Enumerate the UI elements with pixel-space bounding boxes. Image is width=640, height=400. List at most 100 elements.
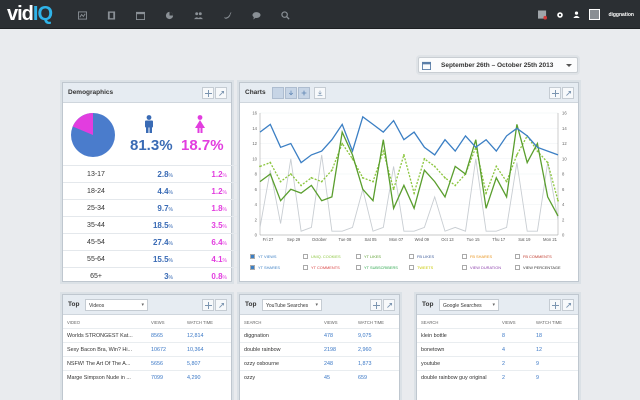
- column-header[interactable]: WATCH TIME: [358, 320, 384, 325]
- table-row[interactable]: double rainbow 2198 2,960: [240, 342, 399, 356]
- row-name[interactable]: Worlds STRONGEST Kat...: [67, 333, 133, 339]
- y-right-tick: 6: [562, 187, 565, 192]
- table-row[interactable]: bonetown 4 12: [417, 342, 578, 356]
- expand-icon[interactable]: [215, 87, 227, 99]
- row-name[interactable]: bonetown: [421, 347, 445, 353]
- y-right-tick: 8: [562, 172, 565, 177]
- legend-checkbox[interactable]: [303, 254, 308, 260]
- legend-checkbox[interactable]: [250, 254, 255, 260]
- move-icon[interactable]: [202, 87, 214, 99]
- table-row[interactable]: klein bottle 8 18: [417, 328, 578, 342]
- row-name[interactable]: ozzy osbourne: [244, 361, 280, 367]
- table-row[interactable]: NSFW! The Art Of The A... 5656 5,807: [63, 356, 231, 370]
- table-row[interactable]: Worlds STRONGEST Kat... 8565 12,814: [63, 328, 231, 342]
- users-icon[interactable]: [184, 8, 213, 22]
- legend-item[interactable]: FB COMMENTS: [515, 254, 552, 260]
- row-name[interactable]: double rainbow guy original: [421, 375, 487, 381]
- legend-item[interactable]: UNIQ. COOKIES: [303, 254, 341, 260]
- data-point: [392, 188, 395, 191]
- table-row[interactable]: diggnation 478 9,075: [240, 328, 399, 342]
- top-type-select[interactable]: Videos ▾: [85, 299, 148, 311]
- column-header[interactable]: WATCH TIME: [187, 320, 213, 325]
- legend-checkbox[interactable]: [409, 254, 414, 260]
- avatar[interactable]: [589, 9, 601, 20]
- twitter-icon[interactable]: [213, 8, 242, 22]
- expand-icon[interactable]: [383, 299, 395, 311]
- x-tick-label: October: [312, 237, 328, 242]
- expand-icon[interactable]: [562, 87, 574, 99]
- legend-item[interactable]: VIEW PERCENTAGE: [515, 265, 561, 271]
- row-watch-time: 9: [536, 361, 539, 367]
- profile-icon[interactable]: [572, 10, 581, 19]
- line-chart: 0 0 2 2 4 4 6 6 8 8 10 10 12 12 14 14 16 16 Fri 27 Sep 29 Oc…: [252, 111, 567, 243]
- legend-checkbox[interactable]: [409, 265, 414, 271]
- legend-checkbox[interactable]: [462, 265, 467, 271]
- vidiq-logo[interactable]: vidIQ: [7, 3, 53, 25]
- y-right-tick: 16: [562, 111, 567, 116]
- legend-checkbox[interactable]: [303, 265, 308, 271]
- legend-item[interactable]: FB LIKES: [409, 254, 434, 260]
- column-header[interactable]: VIDEO: [67, 320, 81, 325]
- legend-checkbox[interactable]: [515, 265, 520, 271]
- date-range-picker[interactable]: September 26th – October 25th 2013: [418, 57, 578, 73]
- legend-item[interactable]: YT COMMENTS: [303, 265, 340, 271]
- calendar-icon[interactable]: [126, 8, 155, 22]
- row-views: 2198: [324, 347, 336, 353]
- move-icon[interactable]: [202, 299, 214, 311]
- legend-checkbox[interactable]: [515, 254, 520, 260]
- analytics-icon[interactable]: [68, 8, 97, 22]
- gear-icon[interactable]: [555, 10, 564, 19]
- chart-down-button[interactable]: [285, 87, 297, 99]
- legend-item[interactable]: TWEETS: [409, 265, 433, 271]
- chat-icon[interactable]: [242, 8, 271, 22]
- row-name[interactable]: klein bottle: [421, 333, 447, 339]
- top-type-select[interactable]: YouTube Searches ▾: [262, 299, 322, 311]
- move-icon[interactable]: [370, 299, 382, 311]
- table-row[interactable]: youtube 2 9: [417, 356, 578, 370]
- notifications-icon[interactable]: [538, 10, 548, 19]
- legend-item[interactable]: YT VIEWS: [250, 254, 277, 260]
- expand-icon[interactable]: [562, 299, 574, 311]
- move-icon[interactable]: [549, 299, 561, 311]
- pie-chart-icon[interactable]: [155, 8, 184, 22]
- legend-item[interactable]: YT LIKES: [356, 254, 381, 260]
- column-header[interactable]: SEARCH: [244, 320, 262, 325]
- row-name[interactable]: youtube: [421, 361, 441, 367]
- column-header[interactable]: VIEWS: [502, 320, 516, 325]
- legend-item[interactable]: VIEW DURATION: [462, 265, 501, 271]
- legend-checkbox[interactable]: [356, 254, 361, 260]
- expand-icon[interactable]: [215, 299, 227, 311]
- legend-checkbox[interactable]: [356, 265, 361, 271]
- top-bar: vidIQ diggnation: [0, 0, 640, 29]
- user-name[interactable]: diggnation: [608, 11, 634, 18]
- table-row[interactable]: ozzy osbourne 248 1,873: [240, 356, 399, 370]
- table-row[interactable]: Sexy Bacon Bra, Win? Hi... 10672 10,364: [63, 342, 231, 356]
- row-name[interactable]: diggnation: [244, 333, 269, 339]
- column-header[interactable]: WATCH TIME: [536, 320, 562, 325]
- table-row[interactable]: ozzy 45 659: [240, 370, 399, 384]
- top-type-select[interactable]: Google Searches ▾: [439, 299, 499, 311]
- chart-type-line-button[interactable]: [272, 87, 284, 99]
- search-icon[interactable]: [271, 8, 300, 22]
- row-name[interactable]: Sexy Bacon Bra, Win? Hi...: [67, 347, 133, 353]
- y-right-tick: 10: [562, 156, 567, 161]
- legend-item[interactable]: YT SHARES: [250, 265, 280, 271]
- row-name[interactable]: NSFW! The Art Of The A...: [67, 361, 131, 367]
- video-icon[interactable]: [97, 8, 126, 22]
- column-header[interactable]: VIEWS: [324, 320, 338, 325]
- legend-checkbox[interactable]: [250, 265, 255, 271]
- x-tick-label: Tue 08: [338, 237, 352, 242]
- download-icon[interactable]: [314, 87, 326, 99]
- table-row[interactable]: Marge Simpson Nude in ... 7099 4,290: [63, 370, 231, 384]
- column-header[interactable]: VIEWS: [151, 320, 165, 325]
- row-name[interactable]: Marge Simpson Nude in ...: [67, 375, 131, 381]
- table-row[interactable]: double rainbow guy original 2 9: [417, 370, 578, 384]
- move-icon[interactable]: [549, 87, 561, 99]
- legend-item[interactable]: FB SHARES: [462, 254, 492, 260]
- chart-add-button[interactable]: [298, 87, 310, 99]
- legend-checkbox[interactable]: [462, 254, 467, 260]
- row-name[interactable]: double rainbow: [244, 347, 281, 353]
- legend-item[interactable]: YT SUBSCRIBERS: [356, 265, 398, 271]
- row-name[interactable]: ozzy: [244, 375, 256, 381]
- column-header[interactable]: SEARCH: [421, 320, 439, 325]
